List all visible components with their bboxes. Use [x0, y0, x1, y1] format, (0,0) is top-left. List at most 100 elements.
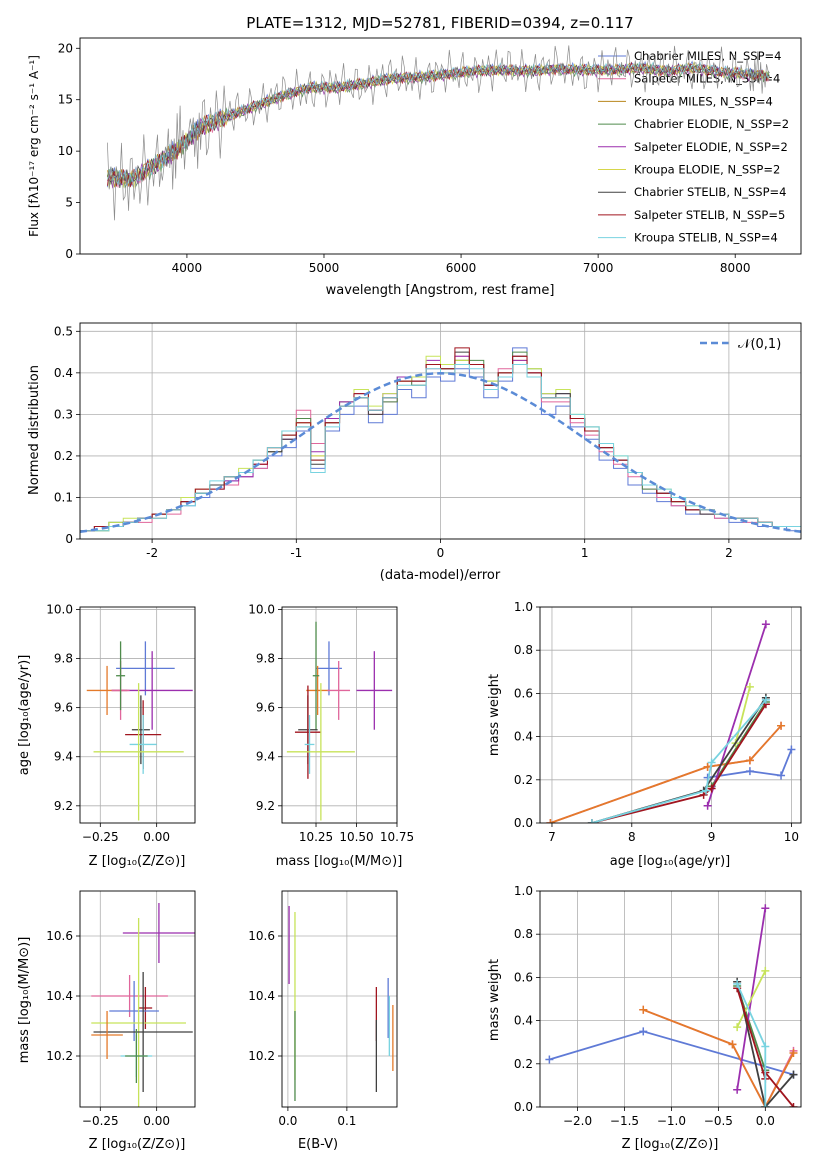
- y-tick-label: 10.6: [248, 929, 275, 943]
- spectrum-ylabel: Flux [fλ10⁻¹⁷ erg cm⁻² s⁻¹ A⁻¹]: [27, 55, 41, 237]
- x-tick-label: 0: [437, 546, 445, 560]
- weight-line: [550, 725, 782, 823]
- x-tick-label: 10.25: [299, 830, 333, 844]
- weight-line: [707, 749, 793, 779]
- weight-marker: [761, 620, 770, 629]
- weight-line: [591, 703, 767, 823]
- x-tick-label: 8: [628, 830, 636, 844]
- x-tick-label: 1: [581, 546, 589, 560]
- y-tick-label: 10.4: [46, 989, 73, 1003]
- weight-vs-metallicity-panel: Z [log₁₀(Z/Z⊙)] mass weight −2.0 −1.5 −1.0…: [487, 884, 802, 1152]
- wage-ylabel: mass weight: [487, 674, 502, 756]
- plot-area-weight-vs-age: [540, 607, 801, 823]
- legend-label: Kroupa ELODIE, N_SSP=2: [634, 163, 780, 177]
- weight-marker: [699, 790, 708, 799]
- residual-xlabel: (data-model)/error: [380, 568, 501, 583]
- y-tick-label: 5: [65, 196, 73, 210]
- agemass-xlabel: mass [log₁₀(M/M⊙)]: [276, 854, 403, 869]
- massebv-xlabel: E(B-V): [298, 1137, 338, 1152]
- weight-vs-age-panel: age [log₁₀(age/yr)] mass weight 7 8 9 10 0.0…: [487, 600, 802, 869]
- weight-marker: [733, 1023, 742, 1032]
- x-tick-label: 8000: [720, 261, 751, 275]
- mass-vs-ebv-panel: E(B-V) 0.0 0.1 10.2 10.4 10.6: [248, 890, 398, 1152]
- y-tick-label: 10.6: [46, 929, 73, 943]
- massz-ylabel: mass [log₁₀(M/M⊙)]: [17, 937, 32, 1064]
- wz-xlabel: Z [log₁₀(Z/Z⊙)]: [622, 1137, 719, 1152]
- weight-marker: [707, 784, 716, 793]
- y-tick-label: 0.5: [54, 324, 73, 338]
- x-tick-label: −0.5: [704, 1114, 733, 1128]
- spectrum-title: PLATE=1312, MJD=52781, FIBERID=0394, z=0…: [246, 14, 633, 32]
- y-tick-label: 9.8: [256, 652, 275, 666]
- weight-line: [710, 701, 767, 787]
- axes-frame: [79, 606, 196, 824]
- axes-frame: [539, 890, 802, 1108]
- y-tick-label: 1.0: [514, 600, 533, 614]
- x-tick-label: 0.00: [143, 830, 170, 844]
- weight-marker: [728, 1040, 737, 1049]
- weight-marker: [777, 771, 786, 780]
- plot-area-mass-vs-z: [80, 891, 195, 1107]
- y-tick-label: 0.2: [514, 773, 533, 787]
- x-tick-label: 6000: [446, 261, 477, 275]
- weight-marker: [707, 758, 716, 767]
- x-tick-label: 9: [708, 830, 716, 844]
- axes-frame: [539, 606, 802, 824]
- residual-histogram-panel: (data-model)/error Normed distribution 𝒩…: [27, 322, 802, 583]
- weight-marker: [639, 1005, 648, 1014]
- y-tick-label: 0.2: [54, 449, 73, 463]
- x-tick-label: −1.0: [657, 1114, 686, 1128]
- y-tick-label: 0.4: [54, 366, 73, 380]
- x-tick-label: 7000: [583, 261, 614, 275]
- spectrum-xlabel: wavelength [Angstrom, rest frame]: [326, 283, 555, 298]
- y-tick-label: 10.0: [248, 602, 275, 616]
- weight-marker: [702, 786, 711, 795]
- axes-frame: [281, 606, 398, 824]
- massz-xlabel: Z [log₁₀(Z/Z⊙)]: [89, 1137, 186, 1152]
- weight-marker: [789, 1049, 798, 1057]
- y-tick-label: 9.4: [54, 750, 73, 764]
- weight-line: [736, 981, 795, 1107]
- weight-marker: [745, 756, 754, 765]
- y-tick-label: 9.6: [256, 701, 275, 715]
- plot-area-spectrum: [107, 45, 770, 221]
- age-vs-metallicity-panel: Z [log₁₀(Z/Z⊙)] age [log₁₀(age/yr)] −0.2…: [17, 602, 196, 869]
- weight-marker: [789, 1070, 798, 1079]
- x-tick-label: 10.75: [380, 830, 414, 844]
- x-tick-label: 7: [548, 830, 556, 844]
- x-tick-label: -1: [290, 546, 302, 560]
- x-tick-label: −1.5: [610, 1114, 639, 1128]
- age-vs-mass-panel: mass [log₁₀(M/M⊙)] 10.25 10.50 10.75 9.2 9.4…: [248, 602, 414, 869]
- legend-label: Kroupa MILES, N_SSP=4: [634, 94, 773, 108]
- y-tick-label: 9.2: [256, 799, 275, 813]
- y-tick-label: 0.4: [514, 1014, 533, 1028]
- gauss-legend-label: 𝒩(0,1): [738, 337, 781, 352]
- agez-xlabel: Z [log₁₀(Z/Z⊙)]: [89, 854, 186, 869]
- x-tick-label: 10: [784, 830, 799, 844]
- plot-area-age-vs-mass: [282, 607, 397, 823]
- axes-frame: [281, 890, 398, 1108]
- y-tick-label: 15: [58, 93, 73, 107]
- y-tick-label: 0.6: [514, 970, 533, 984]
- x-tick-label: 0.0: [278, 1114, 297, 1128]
- y-tick-label: 10.0: [46, 602, 73, 616]
- x-tick-label: 4000: [172, 261, 203, 275]
- gaussian-curve: [80, 372, 801, 533]
- weight-marker: [761, 1042, 770, 1051]
- x-tick-label: -2: [146, 546, 158, 560]
- weight-marker: [761, 1103, 770, 1107]
- weight-line: [591, 699, 767, 823]
- spectrum-line: [107, 45, 770, 221]
- y-tick-label: 0.8: [514, 927, 533, 941]
- mass-vs-metallicity-panel: Z [log₁₀(Z/Z⊙)] mass [log₁₀(M/M⊙)] −0.25…: [17, 890, 196, 1152]
- weight-marker: [787, 745, 796, 754]
- weight-marker: [777, 721, 786, 730]
- weight-marker: [789, 1103, 798, 1107]
- weight-marker: [639, 1027, 648, 1036]
- y-tick-label: 10.4: [248, 989, 275, 1003]
- legend-label: Kroupa STELIB, N_SSP=4: [634, 231, 778, 245]
- weight-marker: [733, 979, 742, 988]
- x-tick-label: −2.0: [563, 1114, 592, 1128]
- spectrum-panel: PLATE=1312, MJD=52781, FIBERID=0394, z=0…: [27, 14, 802, 298]
